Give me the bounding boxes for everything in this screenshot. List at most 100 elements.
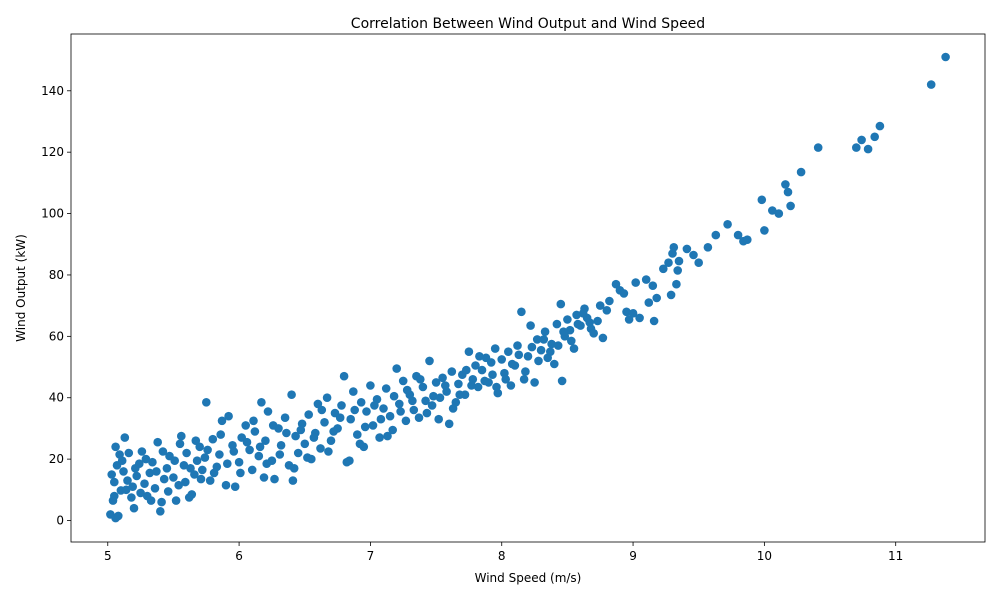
data-point [532,335,542,344]
data-point [192,456,202,466]
data-point [362,407,371,416]
data-point [392,364,402,373]
data-point [350,405,360,415]
data-point [622,307,631,317]
data-point [263,407,273,416]
x-tick-label: 11 [888,549,903,563]
data-point [870,132,879,142]
data-point [723,220,732,229]
data-point [427,401,437,410]
data-point [159,474,169,484]
data-point [124,448,134,458]
data-point [337,401,346,410]
data-point [435,393,445,403]
data-point [454,379,463,389]
x-tick-label: 6 [235,549,243,563]
data-point [572,310,581,320]
data-point [402,385,412,395]
data-point [703,243,713,252]
data-point [313,399,323,409]
data-point [635,313,644,323]
y-tick-label: 80 [49,268,64,282]
data-point [145,468,155,478]
data-point [156,507,165,516]
data-point [434,414,444,424]
data-point [473,382,483,392]
data-point [355,439,365,449]
data-point [666,290,676,300]
data-point [523,352,533,361]
y-tick-label: 40 [49,391,64,405]
data-point [224,411,233,421]
data-point [565,325,575,335]
data-point [353,430,362,439]
data-point [245,445,254,455]
data-point [182,448,191,458]
data-point [396,407,405,416]
data-point [249,416,258,426]
data-point [200,453,210,462]
data-point [733,230,743,240]
data-point [492,382,501,392]
data-point [398,376,408,386]
data-point [624,315,634,324]
data-point [514,350,524,360]
data-point [421,396,430,406]
data-point [926,80,936,89]
data-point [536,345,546,355]
data-point [181,477,190,487]
data-point [141,454,151,464]
data-point [270,474,279,484]
x-tick-label: 5 [104,549,112,563]
data-point [346,414,356,424]
data-point [796,167,806,177]
data-point [941,52,950,62]
data-point [438,373,447,383]
y-tick-label: 60 [49,329,64,343]
data-point [148,457,157,467]
data-point [589,329,598,338]
data-point [136,488,145,498]
data-point [368,421,378,430]
data-point [490,344,500,353]
data-point [208,434,218,444]
data-point [694,258,703,268]
data-point [261,436,270,446]
data-point [329,427,338,436]
data-point [255,442,265,452]
chart-title: Correlation Between Wind Output and Wind… [351,16,705,32]
data-point [152,467,161,476]
data-point [174,480,183,490]
y-tick-label: 20 [49,452,64,466]
data-point [711,230,721,240]
data-point [602,306,612,315]
data-point [110,477,119,487]
data-point [317,405,327,415]
data-point [416,375,425,384]
data-point [383,431,392,441]
data-point [595,301,605,310]
data-point [534,356,543,366]
data-point [786,201,795,211]
data-point [682,244,692,254]
data-point [559,327,568,337]
data-point [669,243,679,252]
data-point [216,430,225,439]
data-point [111,442,120,452]
data-point [408,396,417,406]
data-point [852,143,861,152]
data-point [875,121,885,131]
data-point [540,327,550,337]
data-point [221,480,231,490]
data-point [247,465,257,475]
data-point [475,352,484,361]
data-point [186,464,195,473]
data-point [230,482,240,492]
data-point [447,367,457,376]
data-point [539,335,549,344]
data-point [339,371,349,381]
x-axis-label: Wind Speed (m/s) [475,571,582,585]
data-point [191,436,201,446]
data-point [275,450,285,459]
data-point [250,427,260,436]
